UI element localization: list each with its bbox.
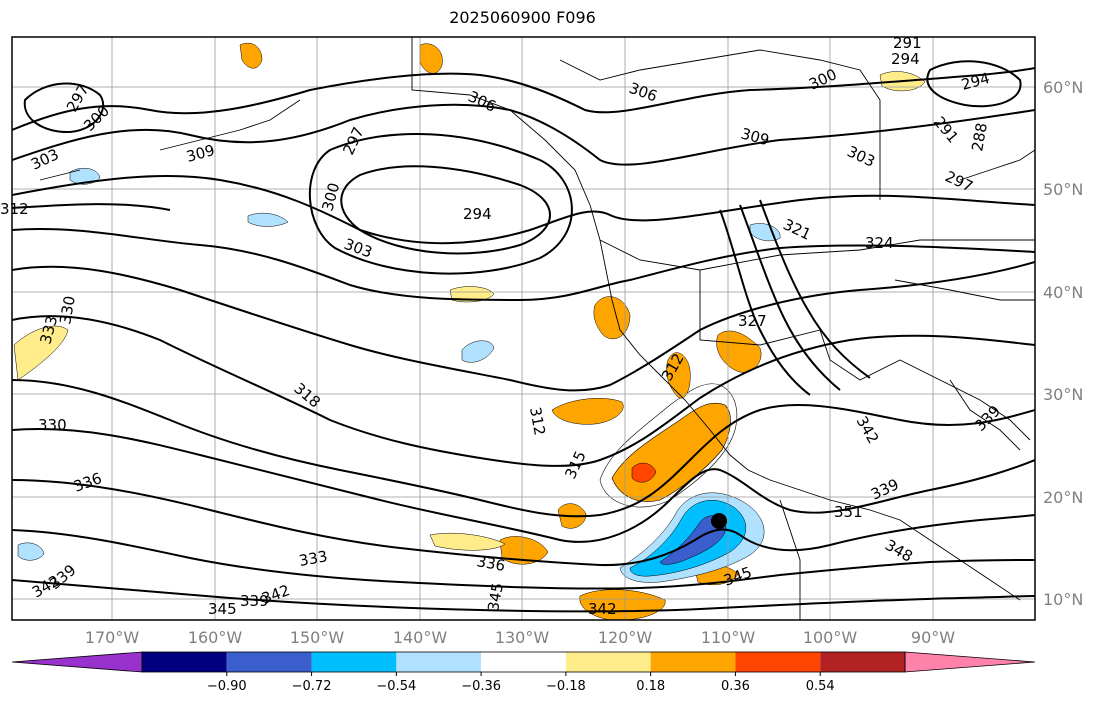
contour-label: 288 [968, 121, 991, 152]
negative-anomaly-region [69, 167, 101, 185]
lon-label: 110°W [701, 628, 756, 647]
contour-label: 330 [56, 294, 79, 325]
lat-label: 50°N [1043, 180, 1083, 199]
lon-label: 140°W [393, 628, 448, 647]
gridlines [12, 37, 1035, 620]
strong-anomaly-region [631, 462, 657, 483]
map-title: 2025060900 F096 [449, 8, 596, 27]
colorbar-segment [142, 652, 227, 672]
storm-center-marker [711, 513, 727, 529]
map-area [12, 37, 1035, 620]
contour-label: 339 [240, 592, 269, 610]
contour-label: 291 [893, 34, 922, 52]
colorbar-tick-label: 0.36 [721, 679, 750, 694]
colorbar-tick-label: 0.18 [636, 679, 665, 694]
lon-label: 90°W [911, 628, 955, 647]
colorbar-tick-label: 0.54 [806, 679, 835, 694]
lon-label: 170°W [85, 628, 140, 647]
contour-label: 312 [526, 406, 549, 437]
colorbar-extension-low [11, 651, 143, 673]
contour-label: 327 [738, 312, 767, 330]
height-contours [12, 60, 1035, 613]
positive-anomaly-region [419, 43, 443, 74]
negative-anomaly-region [461, 340, 495, 363]
positive-anomaly-region [599, 383, 738, 508]
positive-anomaly-region [593, 296, 631, 340]
colorbar-extension-high [904, 651, 1036, 673]
colorbar-segment [226, 652, 312, 672]
positive-anomaly-region [13, 325, 69, 381]
colorbar-segment [565, 652, 651, 672]
contour-label: 345 [208, 600, 237, 618]
positive-anomaly-region [239, 42, 263, 69]
positive-anomaly-region [449, 286, 495, 303]
map-content [12, 37, 1035, 620]
colorbar-segment [481, 652, 566, 672]
lat-label: 10°N [1043, 590, 1083, 609]
lon-label: 160°W [188, 628, 243, 647]
contour-label: 312 [0, 200, 29, 218]
contour-label: 333 [298, 547, 329, 570]
lat-label: 30°N [1043, 385, 1083, 404]
positive-anomaly-region [551, 398, 624, 425]
lon-label: 130°W [495, 628, 550, 647]
colorbar-outline [141, 651, 906, 673]
contour-label: 324 [865, 234, 894, 252]
longitude-labels: 170°W 160°W 150°W 140°W 130°W 120°W 110°… [85, 628, 955, 647]
colorbar-tick-label: −0.36 [461, 679, 501, 694]
colorbar-segment [396, 652, 482, 672]
lon-label: 100°W [803, 628, 858, 647]
positive-anomaly-region [499, 536, 549, 565]
lon-label: 150°W [290, 628, 345, 647]
contour-label: 294 [463, 205, 492, 223]
contour-label: 294 [891, 50, 920, 68]
colorbar-tick-label: −0.72 [292, 679, 332, 694]
contour-label: 342 [588, 600, 617, 618]
contour-label: 345 [484, 581, 507, 612]
colorbar: −0.90 −0.72 −0.54 −0.36 −0.18 0.18 0.36 0.54 [11, 651, 1036, 694]
contour-label: 351 [834, 503, 863, 521]
negative-anomaly-region [17, 542, 45, 561]
positive-anomaly-region [429, 532, 506, 551]
latitude-labels: 60°N 50°N 40°N 30°N 20°N 10°N [1043, 78, 1083, 609]
colorbar-tick-label: −0.90 [207, 679, 247, 694]
lat-label: 60°N [1043, 78, 1083, 97]
colorbar-tick-label: −0.18 [546, 679, 586, 694]
colorbar-segment [650, 652, 736, 672]
contour-label: 336 [475, 552, 506, 575]
colorbar-segment [735, 652, 821, 672]
lat-label: 40°N [1043, 283, 1083, 302]
map-frame [11, 36, 1036, 621]
contour-label: 330 [38, 416, 67, 434]
colorbar-segment [820, 652, 905, 672]
lat-label: 20°N [1043, 488, 1083, 507]
negative-anomaly-region [247, 212, 289, 227]
colorbar-segment [311, 652, 397, 672]
negative-anomaly-region [749, 223, 781, 242]
lon-label: 120°W [598, 628, 653, 647]
colorbar-tick-label: −0.54 [376, 679, 416, 694]
